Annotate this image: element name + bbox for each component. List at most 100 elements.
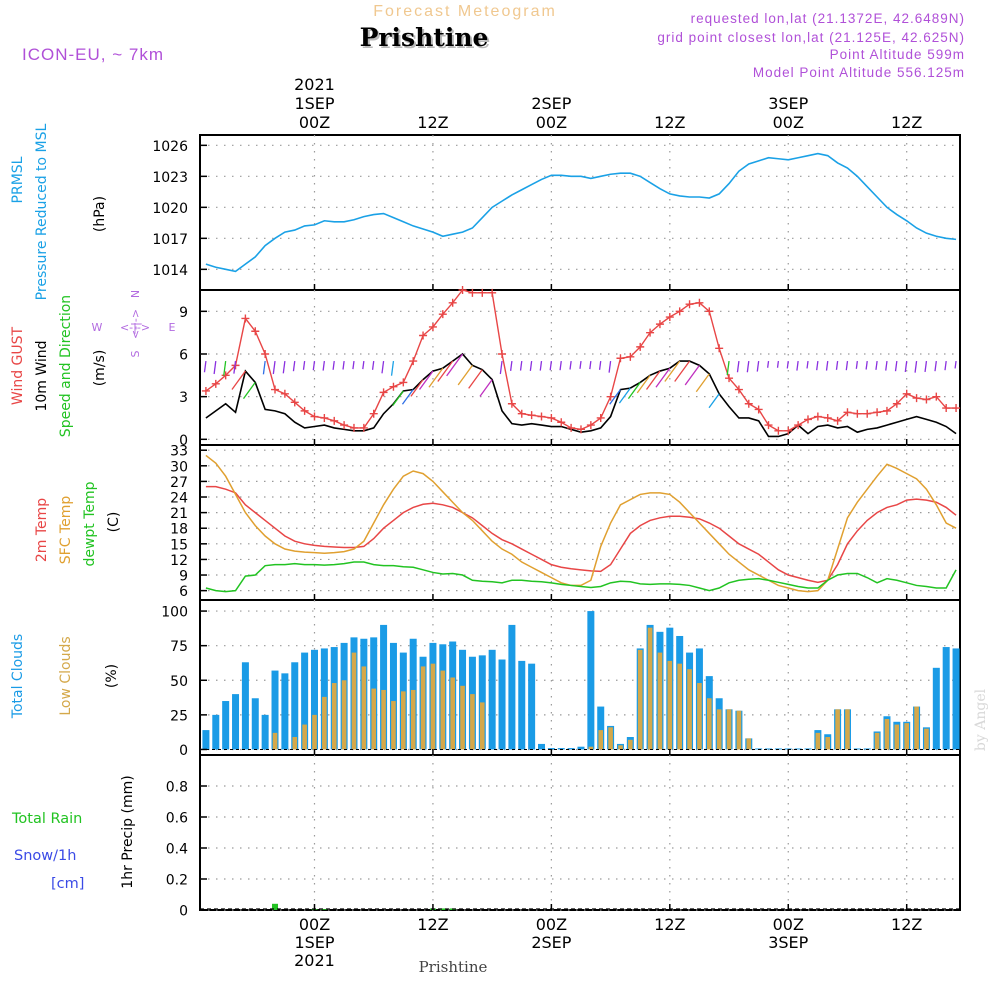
sfc-temp-label: SFC Temp [58, 496, 74, 565]
low-cloud-bar [272, 732, 278, 750]
low-cloud-bar [440, 670, 446, 750]
total-cloud-bar [528, 663, 536, 750]
low-cloud-bar [667, 660, 673, 750]
location-title: Prishtine [360, 23, 489, 52]
gust-marker [379, 388, 388, 397]
gust-marker [863, 409, 872, 418]
wind-direction-arrow [589, 361, 592, 370]
gust-marker [547, 413, 556, 422]
temp-2m-line [205, 485, 957, 584]
low-cloud-bar [677, 663, 682, 750]
total-cloud-bar [597, 706, 605, 750]
gust-marker [873, 408, 882, 417]
top-time-label: 2021 [294, 75, 335, 94]
low-cloud-bar [894, 724, 900, 750]
gust-marker [912, 394, 921, 403]
total-cloud-bar [538, 743, 546, 750]
low-cloud-bar [598, 730, 604, 750]
total-cloud-bar [291, 662, 299, 750]
gust-marker [537, 412, 546, 421]
low-cloud-bar [904, 723, 910, 750]
gust-marker [813, 412, 822, 421]
top-time-label: 3SEP [768, 94, 808, 113]
gust-marker [902, 389, 911, 398]
gust-marker [586, 421, 595, 430]
total-cloud-bar [232, 694, 240, 750]
wind-direction-arrow [390, 361, 395, 376]
low-cloud-bar [914, 706, 919, 750]
wind-direction-arrow [875, 361, 878, 370]
y-tick-label: 6 [179, 584, 188, 600]
location-title-shadow: Prishtine [362, 25, 491, 54]
bottom-time-label: 2021 [294, 951, 335, 970]
top-time-label: 00Z [299, 113, 330, 132]
low-cloud-bar [726, 709, 732, 750]
gust-marker [448, 298, 457, 307]
wind-direction-arrow [529, 361, 533, 371]
bottom-time-label: 1SEP [294, 933, 334, 952]
wind-direction-arrow [381, 361, 385, 374]
bottom-time-label: 00Z [299, 915, 330, 934]
low-cloud-bar [302, 724, 307, 750]
gust-marker [784, 426, 793, 435]
gust-marker [833, 416, 842, 425]
bottom-time-label: 12Z [891, 915, 922, 934]
gust-marker [369, 409, 378, 418]
dewpt-line [205, 561, 957, 593]
wind-direction-arrow [736, 361, 740, 373]
wind-direction-arrow [223, 361, 227, 376]
y-tick-label: 75 [170, 639, 188, 655]
low-cloud-bar [835, 709, 840, 750]
top-time-label: 12Z [654, 113, 685, 132]
total-cloud-bar [794, 748, 802, 750]
wind-direction-arrow [519, 361, 523, 371]
gust-marker [349, 423, 358, 432]
wind-direction-arrow [213, 361, 217, 375]
low-cloud-bar [657, 652, 663, 750]
wind-direction-arrow [539, 361, 543, 371]
top-time-label: 12Z [891, 113, 922, 132]
total-cloud-bar [202, 730, 210, 750]
total-cloud-bar [932, 667, 940, 750]
compass-horizontal-arrow: <-|-> [120, 321, 150, 334]
gust-marker [576, 425, 585, 434]
temp-unit-label: (C) [106, 512, 122, 533]
snow-unit-label: [cm] [51, 876, 84, 892]
gust-marker [201, 386, 210, 395]
gust-marker [241, 314, 250, 323]
y-tick-label: 6 [179, 347, 188, 363]
low-cloud-bar [697, 683, 702, 750]
top-time-label: 2SEP [531, 94, 571, 113]
y-tick-label: 1023 [152, 170, 188, 186]
total-cloud-bar [478, 655, 486, 750]
gust-marker [517, 409, 526, 418]
gust-marker [438, 310, 447, 319]
y-axes: 1014101710201023102603696912151821242730… [152, 139, 207, 920]
low-cloud-bar [322, 696, 327, 750]
low-cloud-bar [312, 714, 317, 750]
wind-direction-arrow [618, 387, 631, 404]
low-cloud-bar [637, 649, 643, 750]
wind-direction-arrow [855, 361, 858, 369]
total-cloud-bar [567, 748, 575, 750]
gust-marker [606, 392, 615, 401]
low-cloud-bar [884, 719, 890, 750]
gust-marker [428, 322, 437, 331]
wind-direction-arrow [646, 370, 661, 390]
wind-10m-label: 10m Wind [34, 340, 50, 411]
gust-marker [675, 307, 684, 316]
low-cloud-bar [647, 627, 653, 750]
gust-marker [340, 421, 349, 430]
gust-marker [498, 349, 507, 358]
low-cloud-bar [361, 666, 367, 750]
wind-direction-arrow [776, 361, 780, 368]
pressure-panel-frame [199, 134, 961, 291]
dewpt-temp-label: dewpt Temp [82, 481, 98, 566]
low-cloud-bar [628, 739, 633, 750]
gust-marker [942, 404, 951, 413]
total-cloud-bar [301, 652, 309, 750]
wind-direction-arrow [549, 361, 553, 371]
wind-direction-arrow [695, 373, 710, 393]
y-tick-label: 0.6 [166, 811, 188, 827]
